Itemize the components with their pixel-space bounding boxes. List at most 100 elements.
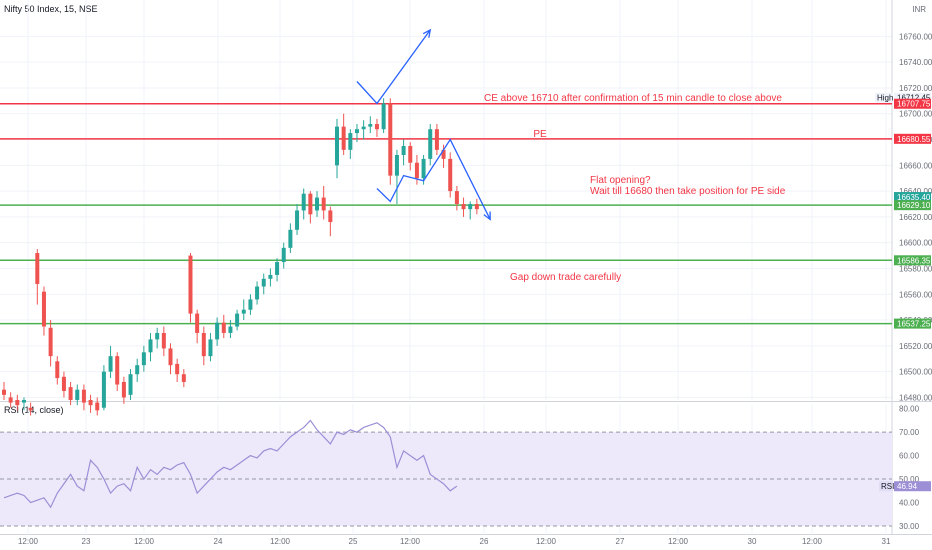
x-tick-label: 27 [616,537,625,546]
rsi-tick-label: 50.00 [899,475,920,484]
trend-arrow [356,29,431,105]
rsi-value: 46.94 [897,482,918,491]
candle-body [321,197,326,211]
rsi-tick-label: 70.00 [899,428,920,437]
price-tag: High [877,94,893,103]
annotation-text: Gap down trade carefully [510,272,621,283]
price-tag-box [875,92,893,103]
y-tick-label: 16480.00 [899,393,932,402]
candle-body [441,149,446,159]
candle-body [414,162,419,179]
candle-body [41,291,46,327]
candle-body [88,400,93,406]
candle-body [21,400,26,403]
candle-body [141,352,146,366]
rsi-tag-box [879,481,893,492]
price-label-box [894,92,931,103]
candle-body [401,145,406,155]
candle-body [361,126,366,130]
candle-body [428,129,433,159]
candle-body [135,365,140,375]
rsi-tick-label: 30.00 [899,522,920,531]
candle-body [354,129,359,134]
candle-body [275,262,280,275]
candle-body [8,397,13,403]
y-tick-label: 16760.00 [899,32,932,41]
candle-body [268,274,273,279]
candle-body [448,158,453,192]
x-tick-label: 12:00 [668,537,689,546]
candle-body [95,402,100,411]
candle-body [261,278,266,287]
candle-body [348,133,353,150]
price-label: 16635.40 [897,193,931,202]
candle-body [48,327,53,357]
candle-body [255,286,260,300]
candle-body [454,191,459,204]
candle-body [341,126,346,150]
candle-body [28,407,33,411]
candle-body [474,204,479,210]
candle-body [115,356,120,385]
candle-body [195,313,200,333]
annotation-text: PE [533,129,547,140]
y-tick-label: 16580.00 [899,264,932,273]
x-tick-label: 31 [882,537,891,546]
x-tick-label: 12:00 [270,537,291,546]
candle-body [168,348,173,366]
price-label-box [894,192,931,203]
candle-body [175,363,180,375]
rsi-title: RSI (14, close) [4,405,64,415]
price-label-box [894,133,931,144]
candle-body [81,389,86,403]
candle-body [461,204,466,210]
arrow-head [483,211,491,221]
price-label-box [894,255,931,266]
x-tick-label: 30 [748,537,757,546]
candle-body [201,332,206,357]
x-tick-label: 12:00 [802,537,823,546]
candle-body [248,299,253,310]
candle-body [228,326,233,333]
candle-body [128,374,133,395]
y-tick-label: 16660.00 [899,161,932,170]
candle-body [101,371,106,408]
y-tick-label: 16700.00 [899,110,932,119]
candle-body [235,313,240,327]
candle-body [181,374,186,382]
candle-body [208,339,213,357]
rsi-tick-label: 80.00 [899,405,920,414]
candle-body [295,210,300,230]
candle-body [468,204,473,210]
candle-body [308,193,313,215]
price-label: 16712.45 [897,94,931,103]
trend-arrow [376,138,491,220]
price-label-box [894,98,931,109]
candle-body [215,322,220,340]
price-label: 16537.25 [897,320,931,329]
price-label: 16629.10 [897,201,931,210]
rsi-value-box [894,481,931,492]
x-tick-label: 25 [349,537,358,546]
candle-body [281,247,286,263]
y-tick-label: 16560.00 [899,290,932,299]
currency-label: INR [912,5,926,14]
price-label: 16586.35 [897,256,931,265]
x-tick-label: 12:00 [536,537,557,546]
candle-body [381,103,386,130]
candle-body [368,124,373,127]
y-tick-label: 16740.00 [899,58,932,67]
annotation-text: Wait till 16680 then take position for P… [590,186,786,197]
candle-body [421,158,426,179]
candle-body [148,339,153,353]
candle-body [394,155,399,176]
candle-body [15,400,20,406]
candle-body [108,356,113,372]
rsi-tick-label: 40.00 [899,499,920,508]
candle-body [241,309,246,314]
candle-body [161,332,166,349]
candle-body [301,193,306,211]
candle-body [374,124,379,130]
x-tick-label: 26 [480,537,489,546]
